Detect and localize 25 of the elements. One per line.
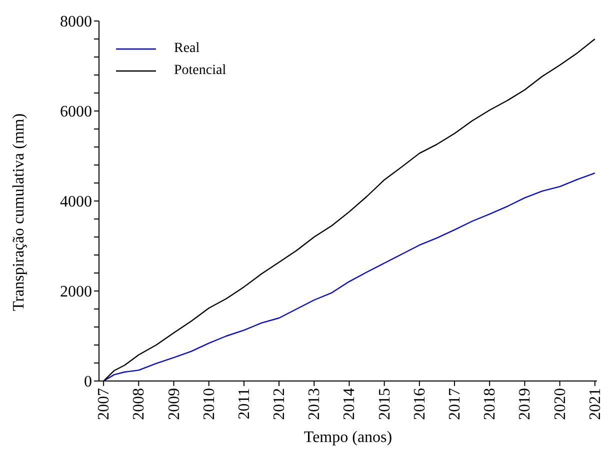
y-tick-label: 4000 [60,194,92,211]
x-tick-label: 2011 [236,388,253,420]
legend-label: Potencial [174,63,226,79]
x-tick-label: 2016 [411,388,428,420]
x-tick-label: 2021 [586,388,604,420]
y-tick-label: 0 [84,374,92,391]
x-tick-label: 2013 [306,388,324,420]
x-tick-label: 2017 [446,388,464,420]
y-tick-label: 2000 [60,284,92,301]
x-tick-label: 2015 [376,388,394,420]
line-series [102,172,596,381]
x-tick-label: 2012 [271,388,288,420]
x-tick-label: 2007 [96,388,113,420]
x-tick-label: 2009 [166,388,183,420]
y-tick-label: 6000 [60,104,92,121]
x-tick-label: 2014 [341,388,358,420]
x-tick-label: 2018 [482,388,499,420]
x-tick-label: 2020 [552,388,569,420]
x-axis-title: Tempo (anos) [304,429,392,446]
x-tick-label: 2019 [516,388,534,420]
legend-label: Real [174,41,200,57]
x-tick-label: 2010 [200,388,218,420]
x-tick-label: 2008 [130,388,148,420]
y-axis-title: Transpiração cumulativa (mm) [10,113,28,311]
y-tick-label: 8000 [60,14,92,31]
